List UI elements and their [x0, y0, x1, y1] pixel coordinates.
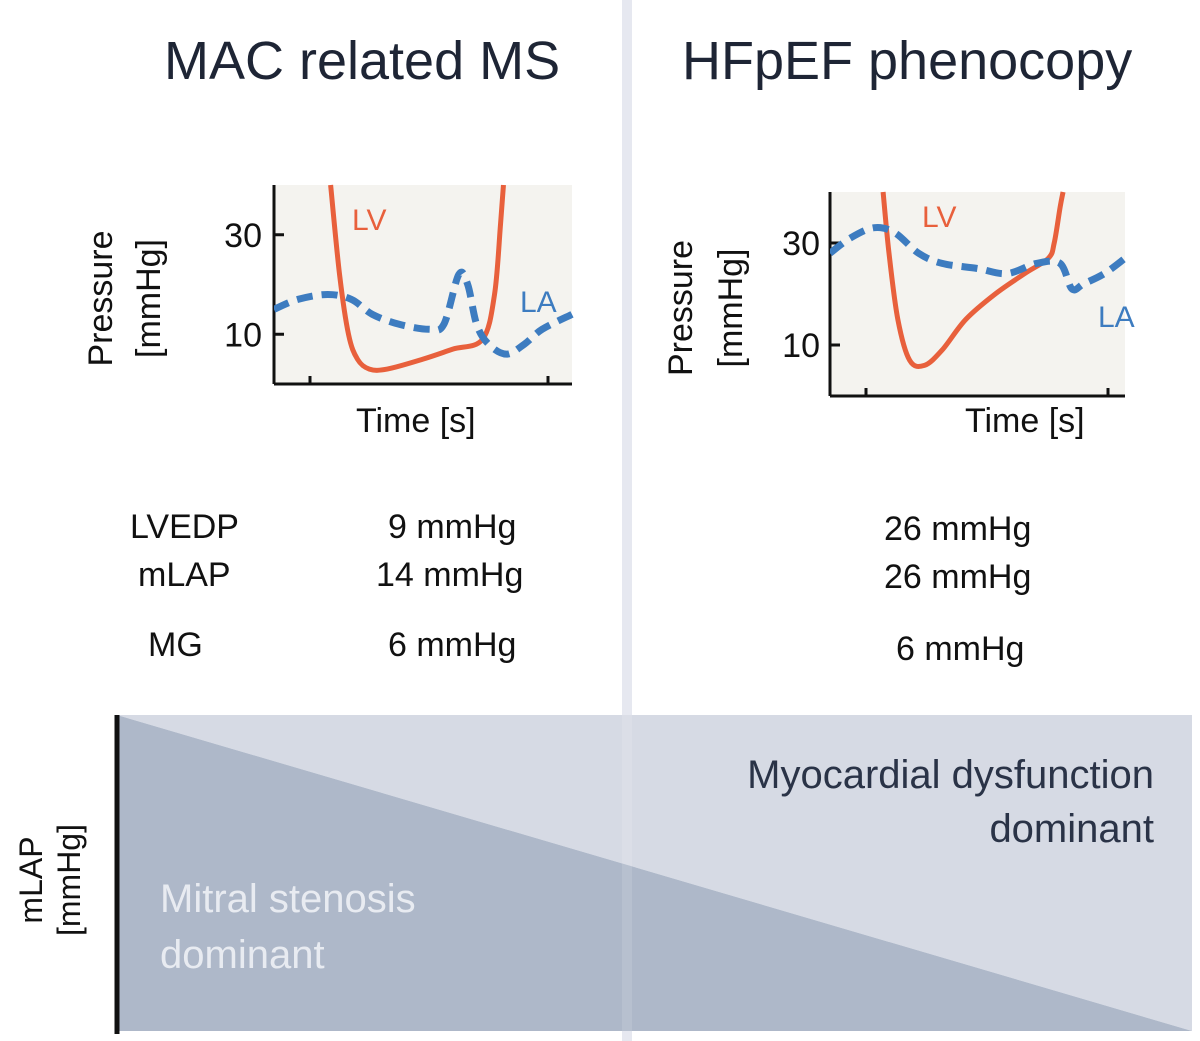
value-mlap: 14 mmHg: [376, 556, 524, 594]
y-axis-label: Pressure: [82, 230, 120, 366]
plot-background: [830, 192, 1125, 396]
x-axis-label: Time [s]: [965, 402, 1085, 440]
lv-series-label: LV: [922, 201, 956, 234]
pressure-chart: 10 30 LV LA Time [s] Pressure [mmHg]: [662, 191, 1135, 440]
panel-divider-lower: [622, 715, 632, 1031]
mlap-axis-title: mLAP: [13, 836, 49, 923]
row-label-mg: MG: [148, 626, 203, 664]
left-region-label: Mitral stenosis: [160, 877, 416, 921]
value-mg: 6 mmHg: [388, 626, 517, 664]
value-mg: 6 mmHg: [896, 630, 1025, 668]
plot-background: [274, 185, 572, 384]
row-label-mlap: mLAP: [138, 556, 231, 594]
mlap-concept-diagram: Myocardial dysfunction dominant Mitral s…: [114, 715, 1192, 1034]
mlap-axis-unit: [mmHg]: [51, 824, 87, 936]
y-tick-label: 10: [224, 316, 262, 354]
right-region-label: Myocardial dysfunction: [747, 753, 1154, 797]
panel-title: HFpEF phenocopy: [682, 31, 1133, 91]
right-panel: HFpEF phenocopy 10 30 LV LA Time [s] Pressure…: [630, 0, 1200, 710]
value-mlap: 26 mmHg: [884, 558, 1032, 596]
lv-series-label: LV: [352, 204, 386, 237]
row-label-lvedp: LVEDP: [130, 508, 239, 546]
x-axis-label: Time [s]: [356, 402, 476, 440]
value-lvedp: 9 mmHg: [388, 508, 517, 546]
la-series-label: LA: [1098, 301, 1135, 334]
mitral-stenosis-region: [117, 715, 1192, 1031]
panel-title: MAC related MS: [164, 31, 561, 91]
y-tick-label: 30: [224, 217, 262, 255]
y-axis-unit: [mmHg]: [712, 249, 750, 368]
value-lvedp: 26 mmHg: [884, 510, 1032, 548]
lv-pressure-line: [880, 191, 1066, 370]
y-tick-label: 10: [782, 327, 820, 365]
la-pressure-line: [830, 224, 1128, 294]
y-tick-label: 30: [782, 225, 820, 263]
panel-divider: [622, 0, 632, 1041]
right-region-label: dominant: [989, 807, 1154, 851]
la-series-label: LA: [520, 286, 557, 319]
lv-pressure-line: [328, 184, 506, 373]
y-axis-unit: [mmHg]: [130, 239, 168, 358]
pressure-chart: 10 30 LV LA Time [s] Pressure [mmHg]: [82, 184, 574, 440]
la-pressure-line: [274, 268, 574, 358]
left-panel: MAC related MS 10 30 LV LA Time [s] Pressure […: [0, 0, 600, 710]
left-region-label: dominant: [160, 933, 325, 977]
mlap-axis-label: mLAP [mmHg]: [13, 824, 87, 936]
y-axis-label: Pressure: [662, 240, 700, 376]
